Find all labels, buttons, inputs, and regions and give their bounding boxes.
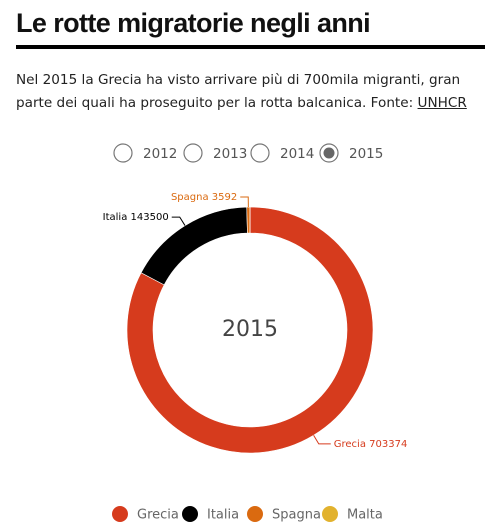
page-title: Le rotte migratorie negli anni (16, 8, 371, 38)
legend-label[interactable]: Italia (207, 508, 239, 523)
radio-label[interactable]: 2012 (143, 146, 177, 162)
legend-label[interactable]: Spagna (272, 508, 321, 523)
leader-line (313, 435, 331, 445)
radio-button[interactable] (113, 143, 133, 163)
slice-name: Grecia (334, 439, 366, 450)
legend-swatch[interactable] (322, 506, 338, 522)
slice-label: Spagna 3592 (171, 192, 237, 203)
slice-value: 3592 (212, 192, 237, 203)
radio-label[interactable]: 2014 (280, 146, 314, 162)
slice-value: 703374 (369, 439, 407, 450)
legend-label[interactable]: Malta (347, 508, 383, 523)
slice-value: 143500 (131, 212, 169, 223)
radio-label[interactable]: 2013 (213, 146, 247, 162)
slice-label: Grecia 703374 (334, 439, 408, 450)
donut-slice (246, 206, 251, 234)
donut-slice (126, 206, 374, 454)
slice-name: Italia (103, 212, 128, 223)
radio-button[interactable] (183, 143, 203, 163)
slice-name: Spagna (171, 192, 209, 203)
leader-line (171, 216, 186, 226)
slice-label: Italia 143500 (103, 212, 169, 223)
center-label: 2015 (222, 317, 278, 342)
radio-dot (323, 147, 335, 159)
radio-button[interactable] (250, 143, 270, 163)
legend-swatch[interactable] (112, 506, 128, 522)
legend-swatch[interactable] (182, 506, 198, 522)
title-rule (16, 45, 485, 49)
legend-label[interactable]: Grecia (137, 508, 179, 523)
leader-line (240, 196, 249, 208)
radio-label[interactable]: 2015 (349, 146, 383, 162)
description: Nel 2015 la Grecia ha visto arrivare più… (16, 69, 486, 115)
source-link[interactable]: UNHCR (417, 95, 467, 111)
legend-swatch[interactable] (247, 506, 263, 522)
description-text: Nel 2015 la Grecia ha visto arrivare più… (16, 72, 461, 111)
